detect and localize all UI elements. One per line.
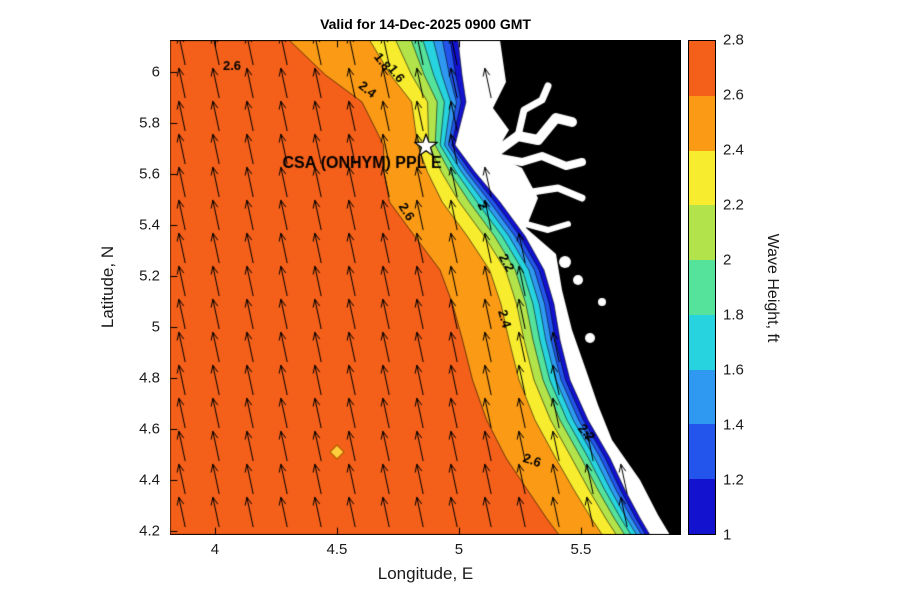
y-tick-label: 5.4 <box>139 216 160 234</box>
y-tick-label: 4.8 <box>139 369 160 387</box>
x-tick-label: 5.5 <box>570 541 592 558</box>
y-tick-label: 4.2 <box>139 522 160 540</box>
colorbar-tick-label: 1.2 <box>723 471 744 489</box>
y-tick-label: 6 <box>151 63 160 81</box>
colorbar-tick-label: 2.6 <box>723 86 744 104</box>
x-tick-label: 5 <box>454 541 464 558</box>
colorbar-band-1.0-1.2 <box>689 479 715 535</box>
colorbar-tick-label: 1 <box>723 526 732 544</box>
y-tick-label: 5.2 <box>139 267 160 285</box>
x-tick-label: 4 <box>210 541 220 558</box>
colorbar-tick-label: 1.8 <box>723 306 744 324</box>
y-tick-label: 4.4 <box>139 471 160 489</box>
x-axis-label: Longitude, E <box>377 564 474 583</box>
plot-title: Valid for 14-Dec-2025 0900 GMT <box>320 16 531 32</box>
colorbar-tick-label: 2.4 <box>723 141 744 159</box>
colorbar-band-2.6-2.8 <box>689 41 715 96</box>
colorbar <box>688 40 716 535</box>
y-tick-label: 5.6 <box>139 165 160 183</box>
colorbar-band-2.0-2.2 <box>689 205 715 261</box>
colorbar-label: Wave Height, ft <box>764 233 781 343</box>
y-tick-label: 5 <box>151 318 160 336</box>
wave-height-map <box>170 40 681 535</box>
colorbar-tick-label: 1.6 <box>723 361 744 379</box>
colorbar-band-1.8-2.0 <box>689 260 715 315</box>
colorbar-band-1.6-1.8 <box>689 314 715 370</box>
colorbar-band-2.2-2.4 <box>689 150 715 206</box>
colorbar-band-2.4-2.6 <box>689 95 715 151</box>
colorbar-band-1.2-1.4 <box>689 424 715 480</box>
y-tick-label: 4.6 <box>139 420 160 438</box>
colorbar-tick-label: 1.4 <box>723 416 744 434</box>
y-tick-label: 5.8 <box>139 114 160 132</box>
x-tick-label: 4.5 <box>326 541 348 558</box>
colorbar-tick-label: 2.8 <box>723 31 744 49</box>
colorbar-band-1.4-1.6 <box>689 369 715 425</box>
colorbar-tick-label: 2.2 <box>723 196 744 214</box>
y-axis-label: Latitude, N <box>98 245 117 329</box>
colorbar-tick-label: 2 <box>723 251 732 269</box>
